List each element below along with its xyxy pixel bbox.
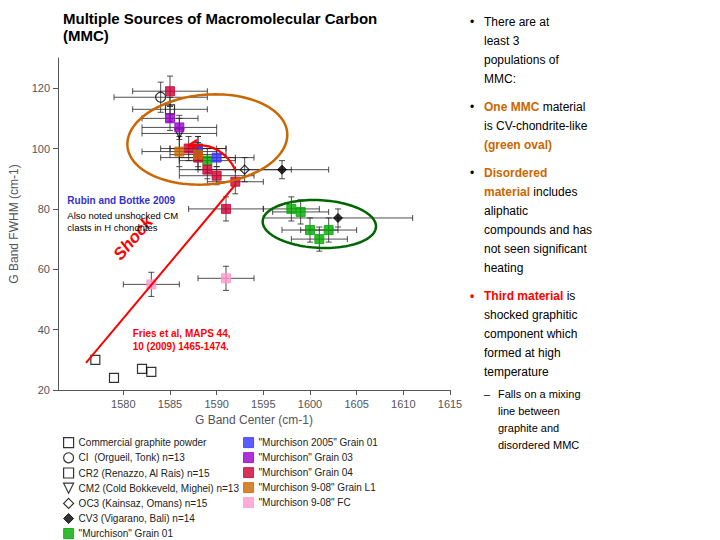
svg-text:material: material — [484, 185, 530, 199]
svg-text:"Murchison 9-08" Grain L1: "Murchison 9-08" Grain L1 — [259, 482, 377, 493]
svg-text:CI (Orgueil, Tonk) n=13: CI (Orgueil, Tonk) n=13 — [79, 452, 186, 463]
svg-text:MMC:: MMC: — [484, 72, 516, 86]
svg-text:"Murchison" Grain 01: "Murchison" Grain 01 — [79, 528, 174, 539]
svg-text:40: 40 — [38, 324, 50, 336]
svg-text:1605: 1605 — [344, 398, 368, 410]
svg-text:aliphatic: aliphatic — [484, 204, 528, 218]
svg-text:CM2 (Cold Bokkeveld, Mighei) n: CM2 (Cold Bokkeveld, Mighei) n=13 — [79, 483, 240, 494]
svg-text:Also noted unshocked CM: Also noted unshocked CM — [67, 210, 178, 221]
svg-text:One MMC: One MMC — [484, 100, 540, 114]
svg-text:"Murchison 2005" Grain 01: "Murchison 2005" Grain 01 — [259, 437, 379, 448]
svg-text:includes: includes — [533, 185, 577, 199]
svg-text:material: material — [543, 100, 586, 114]
svg-text:1590: 1590 — [204, 398, 228, 410]
svg-text:G Band Center (cm-1): G Band Center (cm-1) — [195, 413, 313, 427]
svg-text:1595: 1595 — [251, 398, 275, 410]
svg-text:"Murchison" Grain 04: "Murchison" Grain 04 — [259, 467, 354, 478]
svg-text:is: is — [567, 289, 576, 303]
svg-text:•: • — [470, 15, 474, 29]
svg-text:Disordered: Disordered — [484, 166, 547, 180]
svg-text:60: 60 — [38, 263, 50, 275]
svg-text:shocked graphitic: shocked graphitic — [484, 308, 577, 322]
svg-text:Fries et al, MAPS 44,: Fries et al, MAPS 44, — [133, 328, 231, 339]
svg-text:CR2 (Renazzo, Al Rais) n=15: CR2 (Renazzo, Al Rais) n=15 — [79, 468, 210, 479]
svg-text:disordered MMC: disordered MMC — [498, 439, 579, 451]
svg-text:Commercial graphite powder: Commercial graphite powder — [79, 437, 208, 448]
svg-text:graphite and: graphite and — [498, 422, 559, 434]
svg-text:Falls on a mixing: Falls on a mixing — [498, 388, 581, 400]
svg-text:OC3 (Kainsaz, Omans) n=15: OC3 (Kainsaz, Omans) n=15 — [79, 498, 208, 509]
svg-text:1585: 1585 — [158, 398, 182, 410]
svg-text:heating: heating — [484, 261, 523, 275]
svg-text:populations of: populations of — [484, 53, 559, 67]
svg-text:temperature: temperature — [484, 365, 549, 379]
svg-text:least 3: least 3 — [484, 34, 520, 48]
svg-text:"Murchison" Grain 03: "Murchison" Grain 03 — [259, 452, 354, 463]
svg-text:compounds and has: compounds and has — [484, 223, 592, 237]
svg-text:120: 120 — [32, 82, 50, 94]
svg-text:–: – — [484, 388, 491, 400]
svg-text:1610: 1610 — [391, 398, 415, 410]
svg-text:(green oval): (green oval) — [484, 138, 552, 152]
svg-text:not seen significant: not seen significant — [484, 242, 587, 256]
svg-text:20: 20 — [38, 384, 50, 396]
svg-text:(MMC): (MMC) — [63, 27, 109, 44]
svg-text:Rubin and Bottke 2009: Rubin and Bottke 2009 — [67, 195, 175, 206]
svg-text:line between: line between — [498, 405, 560, 417]
svg-text:1580: 1580 — [111, 398, 135, 410]
svg-text:1615: 1615 — [438, 398, 462, 410]
svg-text:100: 100 — [32, 143, 50, 155]
svg-text:80: 80 — [38, 203, 50, 215]
svg-text:Third material: Third material — [484, 289, 563, 303]
svg-text:•: • — [470, 100, 474, 114]
svg-text:clasts in H chondrites: clasts in H chondrites — [67, 222, 158, 233]
svg-text:Shock: Shock — [109, 212, 157, 264]
svg-text:•: • — [470, 166, 474, 180]
svg-text:Multiple Sources of Macromolec: Multiple Sources of Macromolecular Carbo… — [63, 10, 377, 27]
svg-text:10 (2009) 1465-1474.: 10 (2009) 1465-1474. — [133, 341, 229, 352]
svg-text:There are at: There are at — [484, 15, 550, 29]
svg-text:G Band FWHM (cm-1): G Band FWHM (cm-1) — [7, 164, 21, 283]
svg-text:component which: component which — [484, 327, 577, 341]
svg-text:formed at high: formed at high — [484, 346, 561, 360]
svg-text:CV3 (Vigarano, Bali) n=14: CV3 (Vigarano, Bali) n=14 — [79, 513, 196, 524]
svg-text:"Murchison 9-08" FC: "Murchison 9-08" FC — [259, 497, 351, 508]
svg-text:is CV-chondrite-like: is CV-chondrite-like — [484, 119, 588, 133]
svg-text:1600: 1600 — [298, 398, 322, 410]
svg-text:•: • — [470, 289, 474, 303]
